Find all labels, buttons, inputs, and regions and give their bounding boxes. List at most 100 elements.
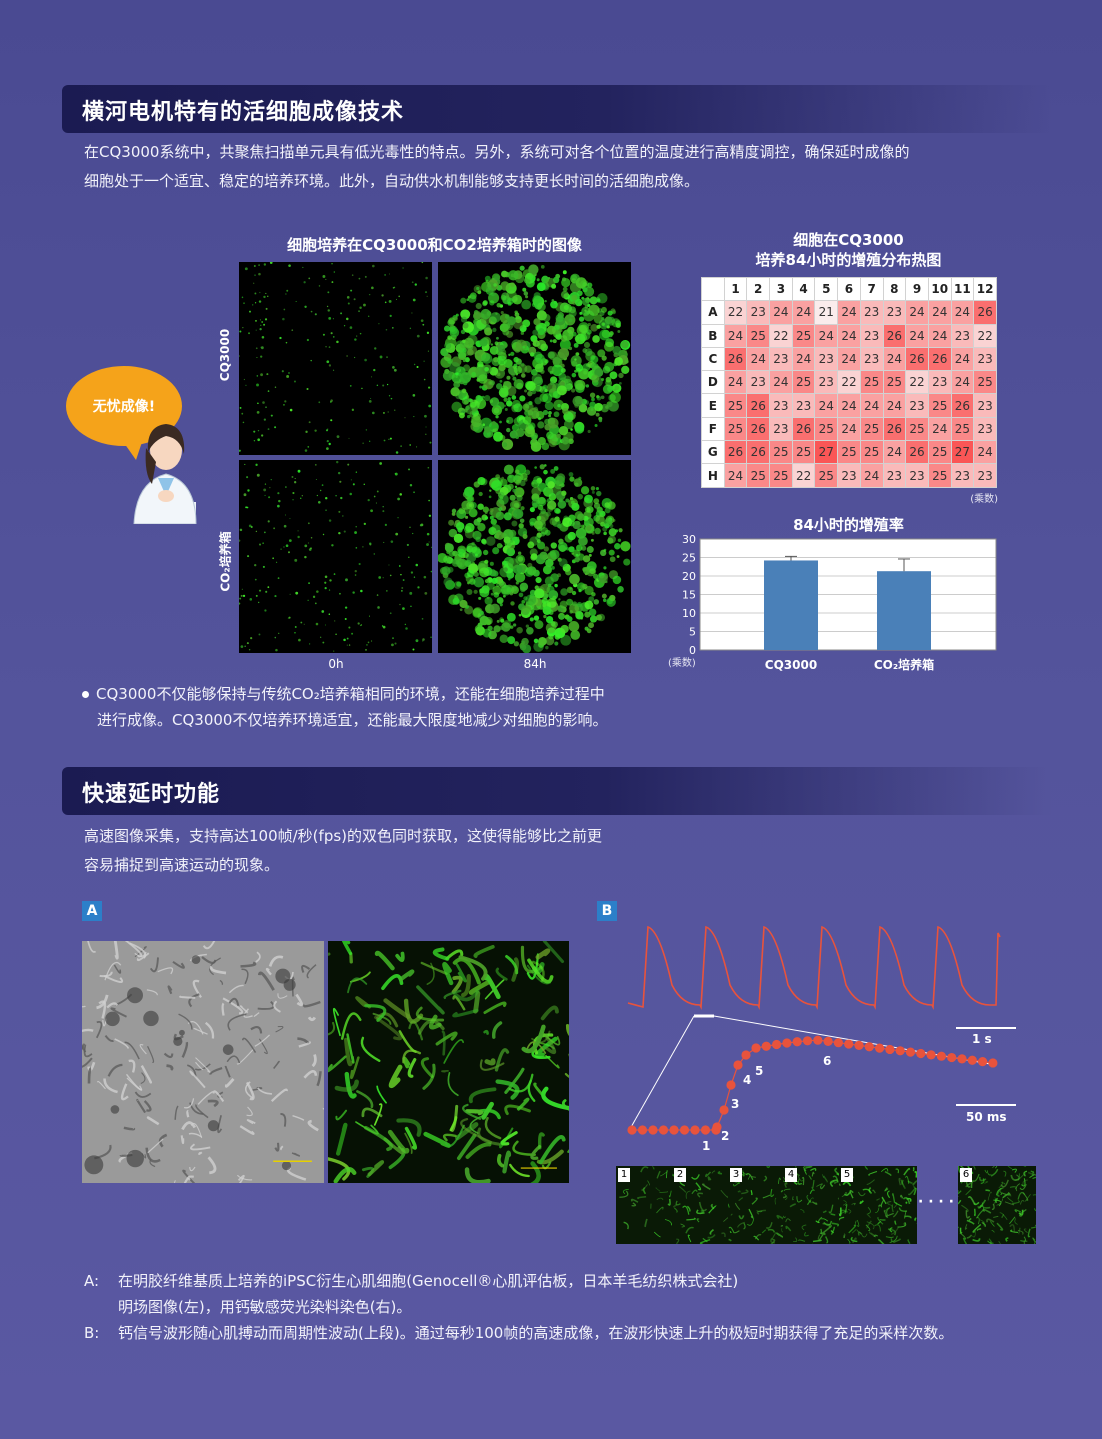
sample-point [627, 1125, 637, 1135]
heatmap-cell: 23 [973, 393, 997, 418]
heatmap-cell: 24 [837, 323, 861, 348]
sample-point [875, 1043, 885, 1053]
heatmap-cell: 23 [859, 300, 884, 325]
heatmap-cell: 24 [746, 346, 771, 372]
heatmap-cell: 23 [769, 393, 793, 418]
heatmap-cell: 25 [746, 463, 771, 488]
heatmap-cell: 21 [814, 300, 839, 325]
bar [877, 571, 931, 650]
heatmap-cell: 22 [973, 323, 997, 348]
heatmap-cell: 24 [814, 393, 839, 418]
heatmap-cell: 24 [723, 463, 748, 488]
heatmap-cell: 24 [905, 300, 929, 325]
heatmap-row-header: B [701, 323, 725, 348]
heatmap-unit: (乘数) [970, 494, 998, 505]
sample-point [947, 1052, 957, 1063]
y-tick-label: 30 [682, 533, 696, 546]
heatmap-cell: 23 [882, 463, 907, 488]
bullet-icon [82, 691, 89, 698]
y-tick-label: 0 [689, 644, 696, 657]
y-tick-label: 5 [689, 626, 696, 639]
heatmap-cell: 23 [814, 370, 839, 395]
heatmap-cell: 26 [746, 393, 771, 418]
sample-point [957, 1054, 967, 1064]
heatmap-cell: 26 [950, 393, 975, 418]
heatmap-title-line-1: 细胞在CQ3000 [793, 231, 904, 249]
scale-1s-label: 1 s [972, 1032, 992, 1046]
heatmap-cell: 25 [723, 393, 748, 418]
sample-point [761, 1041, 771, 1051]
heatmap-cell: 24 [882, 393, 907, 418]
thumb-ellipsis: · · · · [918, 1194, 954, 1210]
heatmap-col-header: 8 [882, 276, 907, 302]
micrograph-cq3000-0h [239, 262, 432, 455]
proliferation-bar-chart: 0 5 10 15 20 25 30 CQ3000 CO₂培养箱 (乘数) [668, 533, 997, 672]
y-tick-label: 10 [682, 607, 696, 620]
heatmap-cell: 26 [882, 416, 907, 442]
fast-line-1: 高速图像采集，支持高达100帧/秒(fps)的双色同时获取，这使得能够比之前更 [84, 827, 603, 845]
heatmap-cell: 24 [859, 393, 884, 418]
section-header-live-imaging: 横河电机特有的活细胞成像技术 [62, 85, 1052, 133]
sample-point-label: 4 [743, 1073, 751, 1087]
heatmap-col-header: 9 [905, 276, 929, 302]
heatmap-cell: 23 [973, 463, 997, 488]
heatmap-cell: 24 [973, 440, 997, 465]
heatmap-col-header: 12 [973, 276, 997, 302]
heatmap-cell: 23 [882, 300, 907, 325]
frame-number: 2 [674, 1168, 686, 1182]
frame-image [783, 1166, 861, 1244]
image-figure-title: 细胞培养在CQ3000和CO2培养箱时的图像 [287, 236, 582, 254]
sample-point [823, 1036, 833, 1046]
heatmap-cell: 24 [927, 416, 952, 442]
heatmap-row-header: A [701, 300, 725, 325]
heatmap-cell: 24 [837, 346, 861, 372]
heatmap-cell: 25 [859, 440, 884, 465]
heatmap-cell: 24 [905, 323, 929, 348]
y-tick-label: 25 [682, 552, 696, 565]
frame-image [619, 1166, 694, 1238]
sample-point [690, 1125, 700, 1135]
section-header-fast-timelapse: 快速延时功能 [62, 767, 1052, 815]
heatmap-col-header: 2 [746, 276, 771, 302]
sample-point [719, 1105, 729, 1115]
heatmap-cell: 23 [905, 393, 929, 418]
heatmap-cell: 24 [837, 393, 861, 418]
sample-point [679, 1125, 690, 1135]
caption-b-line-1: 钙信号波形随心肌搏动而周期性波动(上段)。通过每秒100帧的高速成像，在波形快速… [118, 1324, 954, 1342]
sample-point [751, 1043, 761, 1053]
sample-point [669, 1125, 679, 1135]
heatmap-cell: 24 [723, 370, 748, 395]
heatmap-title: 细胞在CQ3000 培养84小时的增殖分布热图 [701, 230, 996, 270]
sample-point [854, 1040, 864, 1050]
sample-point-label: 6 [823, 1054, 831, 1068]
heatmap-cell: 24 [950, 346, 975, 372]
sample-point-label: 2 [721, 1129, 729, 1143]
heatmap-cell: 24 [791, 300, 816, 325]
fast-line-2: 容易捕捉到高速运动的现象。 [84, 856, 280, 874]
heatmap-row-header: C [701, 346, 725, 372]
heatmap-cell: 26 [882, 323, 907, 348]
micrograph-co2-84h [438, 460, 631, 653]
col-label-84h: 84h [523, 657, 547, 671]
heatmap-cell: 23 [905, 463, 929, 488]
heatmap-cell: 26 [723, 346, 748, 372]
heatmap-cell: 25 [723, 416, 748, 442]
heatmap-cell: 26 [746, 416, 771, 442]
zoom-guide-left [629, 1015, 695, 1130]
sample-point [978, 1057, 988, 1067]
heatmap-col-header: 11 [950, 276, 975, 302]
heatmap-cell: 25 [791, 323, 816, 348]
fluorescence-image [328, 941, 569, 1183]
heatmap-cell: 25 [791, 440, 816, 465]
heatmap-row-header: H [701, 463, 725, 488]
heatmap-cell: 24 [950, 300, 975, 325]
sample-point [700, 1125, 711, 1135]
fast-paragraph: 高速图像采集，支持高达100帧/秒(fps)的双色同时获取，这使得能够比之前更 … [84, 822, 704, 880]
heatmap-row-header: D [701, 370, 725, 395]
heatmap-cell: 23 [859, 323, 884, 348]
heatmap-cell: 24 [882, 440, 907, 465]
sample-point [712, 1122, 722, 1132]
heatmap-cell: 25 [769, 463, 793, 488]
heatmap-cell: 24 [837, 300, 861, 325]
heatmap-cell: 23 [791, 393, 816, 418]
